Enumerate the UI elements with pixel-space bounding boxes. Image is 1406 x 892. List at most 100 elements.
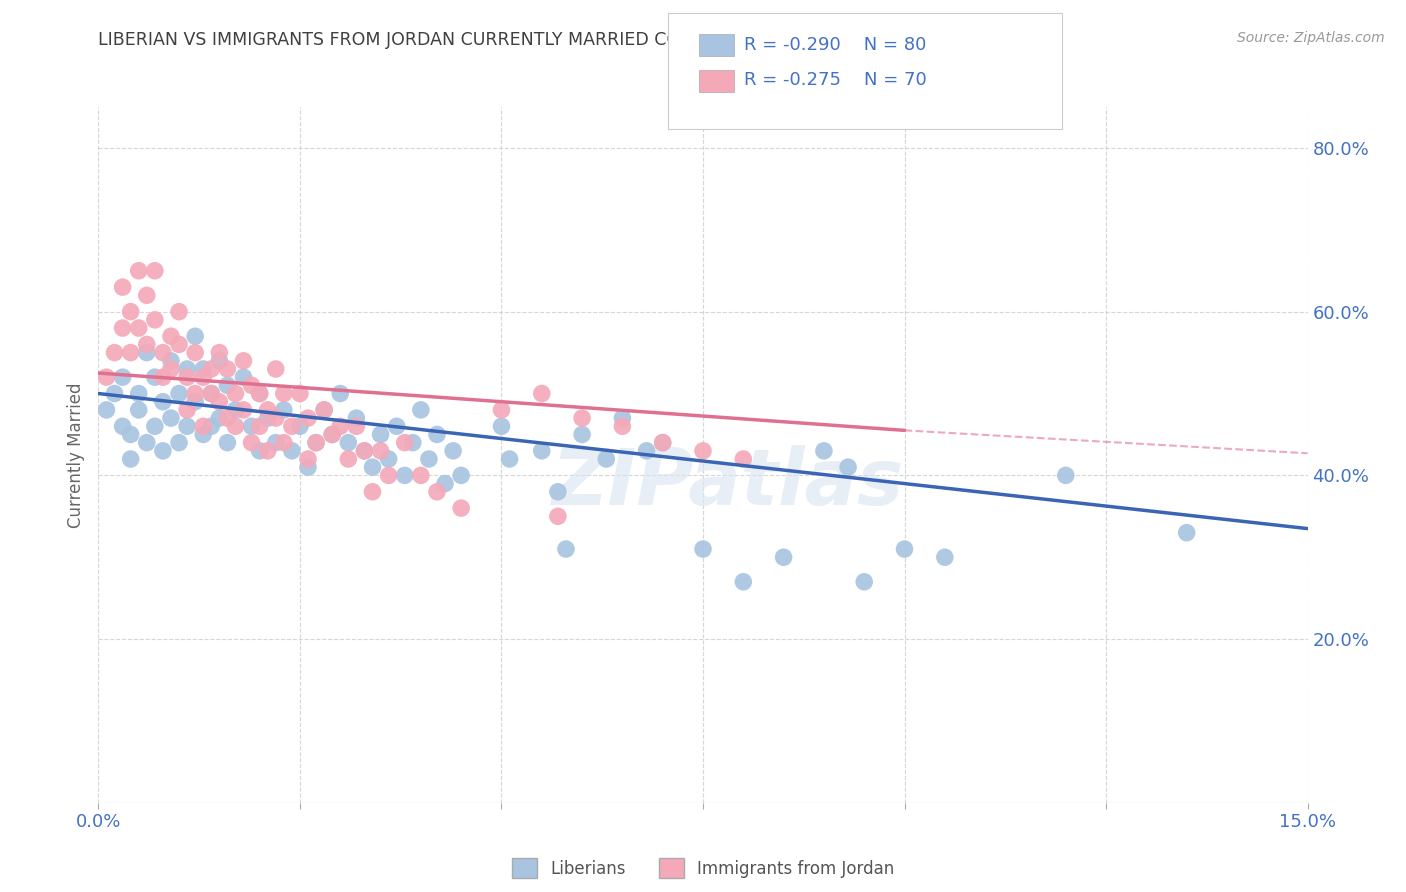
- Point: [143, 264, 166, 278]
- Point: [160, 362, 183, 376]
- Point: [409, 468, 432, 483]
- Point: [176, 419, 198, 434]
- Point: [530, 443, 553, 458]
- Point: [491, 403, 513, 417]
- Point: [200, 386, 222, 401]
- Point: [337, 452, 360, 467]
- Point: [934, 550, 956, 565]
- Point: [224, 403, 246, 417]
- Point: [692, 542, 714, 557]
- Point: [232, 353, 254, 368]
- Point: [329, 386, 352, 401]
- Point: [377, 468, 399, 483]
- Point: [571, 427, 593, 442]
- Point: [184, 329, 207, 343]
- Point: [249, 443, 271, 458]
- Point: [224, 386, 246, 401]
- Point: [232, 370, 254, 384]
- Point: [152, 345, 174, 359]
- Point: [692, 443, 714, 458]
- Text: R = -0.290    N = 80: R = -0.290 N = 80: [744, 36, 927, 54]
- Point: [135, 288, 157, 302]
- Point: [152, 443, 174, 458]
- Point: [555, 542, 578, 557]
- Point: [297, 460, 319, 475]
- Point: [297, 411, 319, 425]
- Point: [200, 386, 222, 401]
- Point: [111, 280, 134, 294]
- Point: [353, 443, 375, 458]
- Point: [547, 509, 569, 524]
- Point: [160, 353, 183, 368]
- Point: [547, 484, 569, 499]
- Point: [120, 452, 142, 467]
- Point: [288, 419, 311, 434]
- Text: ZIPatlas: ZIPatlas: [551, 445, 903, 521]
- Point: [813, 443, 835, 458]
- Point: [143, 419, 166, 434]
- Point: [176, 370, 198, 384]
- Point: [208, 353, 231, 368]
- Point: [402, 435, 425, 450]
- Point: [224, 419, 246, 434]
- Point: [441, 443, 464, 458]
- Point: [264, 411, 287, 425]
- Text: R = -0.275    N = 70: R = -0.275 N = 70: [744, 71, 927, 89]
- Point: [135, 345, 157, 359]
- Point: [217, 362, 239, 376]
- Point: [249, 386, 271, 401]
- Point: [200, 419, 222, 434]
- Point: [128, 403, 150, 417]
- Point: [361, 484, 384, 499]
- Point: [450, 468, 472, 483]
- Point: [264, 435, 287, 450]
- Point: [240, 419, 263, 434]
- Point: [273, 386, 295, 401]
- Point: [167, 337, 190, 351]
- Point: [143, 313, 166, 327]
- Point: [434, 476, 457, 491]
- Point: [184, 394, 207, 409]
- Point: [426, 427, 449, 442]
- Point: [120, 345, 142, 359]
- Point: [135, 435, 157, 450]
- Point: [893, 542, 915, 557]
- Y-axis label: Currently Married: Currently Married: [67, 382, 86, 528]
- Point: [370, 443, 392, 458]
- Point: [297, 452, 319, 467]
- Point: [651, 435, 673, 450]
- Point: [128, 264, 150, 278]
- Point: [249, 386, 271, 401]
- Point: [208, 394, 231, 409]
- Point: [167, 304, 190, 318]
- Point: [281, 419, 304, 434]
- Point: [208, 411, 231, 425]
- Point: [193, 427, 215, 442]
- Point: [120, 427, 142, 442]
- Point: [240, 378, 263, 392]
- Legend: Liberians, Immigrants from Jordan: Liberians, Immigrants from Jordan: [505, 851, 901, 885]
- Point: [733, 574, 755, 589]
- Point: [418, 452, 440, 467]
- Point: [184, 345, 207, 359]
- Point: [273, 403, 295, 417]
- Point: [184, 386, 207, 401]
- Point: [200, 362, 222, 376]
- Point: [530, 386, 553, 401]
- Point: [636, 443, 658, 458]
- Point: [394, 468, 416, 483]
- Point: [273, 435, 295, 450]
- Point: [394, 435, 416, 450]
- Point: [128, 386, 150, 401]
- Point: [135, 337, 157, 351]
- Point: [167, 435, 190, 450]
- Point: [344, 411, 367, 425]
- Point: [498, 452, 520, 467]
- Point: [288, 386, 311, 401]
- Point: [337, 435, 360, 450]
- Point: [321, 427, 343, 442]
- Point: [1175, 525, 1198, 540]
- Point: [314, 403, 336, 417]
- Point: [240, 435, 263, 450]
- Point: [232, 403, 254, 417]
